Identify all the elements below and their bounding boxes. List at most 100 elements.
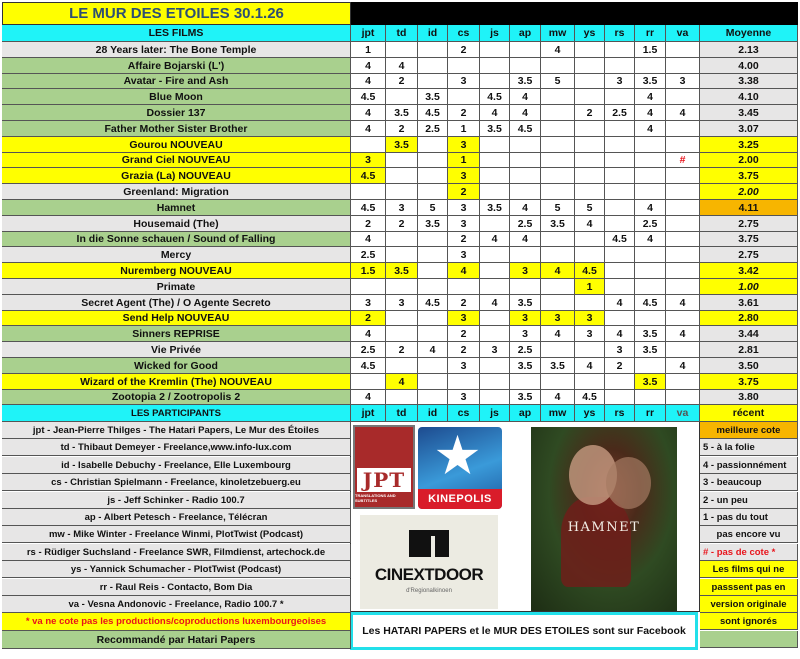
score-cell: 3.5 xyxy=(635,74,666,89)
average-cell: 4.00 xyxy=(700,58,798,74)
score-cell xyxy=(635,279,666,295)
score-cell: 1.5 xyxy=(351,263,386,279)
legend-item: sont ignorés xyxy=(700,613,798,630)
score-cell xyxy=(666,390,700,405)
average-cell: 3.45 xyxy=(700,105,798,121)
score-cell: 2 xyxy=(448,42,480,58)
participant-row: td - Thibaut Demeyer - Freelance,www.inf… xyxy=(2,439,351,456)
score-cell: 3 xyxy=(575,311,605,326)
score-cell: 2 xyxy=(448,184,480,200)
score-cell xyxy=(541,374,575,390)
score-cell xyxy=(666,232,700,247)
score-cell: 3.5 xyxy=(510,74,541,89)
score-cell: 4.5 xyxy=(418,295,448,311)
legend-item: 2 - un peu xyxy=(700,492,798,509)
legend-item xyxy=(700,631,798,648)
score-cell xyxy=(541,247,575,263)
score-cell xyxy=(605,279,635,295)
film-name: Affaire Bojarski (L') xyxy=(2,58,351,74)
score-cell: 3 xyxy=(448,247,480,263)
score-cell: 4 xyxy=(351,121,386,137)
average-cell: 3.80 xyxy=(700,390,798,405)
recent-header: récent xyxy=(700,405,798,422)
score-cell xyxy=(510,153,541,168)
participant-row: js - Jeff Schinker - Radio 100.7 xyxy=(2,492,351,509)
score-cell xyxy=(575,184,605,200)
score-cell: 4 xyxy=(351,390,386,405)
average-cell: 3.25 xyxy=(700,137,798,153)
score-cell xyxy=(480,74,510,89)
score-cell xyxy=(541,137,575,153)
score-cell: 4 xyxy=(351,232,386,247)
score-cell: 4 xyxy=(510,105,541,121)
average-cell: 3.75 xyxy=(700,168,798,184)
score-cell: 3.5 xyxy=(541,216,575,232)
critic-header-rs: rs xyxy=(605,405,635,422)
participant-row: mw - Mike Winter - Freelance Winmi, Plot… xyxy=(2,526,351,543)
score-cell xyxy=(605,263,635,279)
film-name: Dossier 137 xyxy=(2,105,351,121)
score-cell: 4 xyxy=(605,326,635,342)
score-cell xyxy=(541,105,575,121)
score-cell xyxy=(635,58,666,74)
average-cell: 3.42 xyxy=(700,263,798,279)
average-cell: 3.75 xyxy=(700,374,798,390)
score-cell: 4.5 xyxy=(351,200,386,216)
score-cell xyxy=(480,390,510,405)
score-cell xyxy=(418,358,448,374)
score-cell xyxy=(635,390,666,405)
score-cell: 2 xyxy=(448,342,480,358)
score-cell xyxy=(575,232,605,247)
legend-item: 3 - beaucoup xyxy=(700,474,798,491)
score-cell xyxy=(666,42,700,58)
score-cell: 3.5 xyxy=(635,374,666,390)
score-cell xyxy=(605,184,635,200)
score-cell xyxy=(635,358,666,374)
score-cell xyxy=(541,295,575,311)
film-name: Nuremberg NOUVEAU xyxy=(2,263,351,279)
score-cell xyxy=(510,279,541,295)
participants-header: LES PARTICIPANTS xyxy=(2,405,351,422)
score-cell: 4 xyxy=(541,390,575,405)
score-cell: 2 xyxy=(351,216,386,232)
score-cell: 3 xyxy=(448,168,480,184)
score-cell: 3.5 xyxy=(480,200,510,216)
score-cell: 2 xyxy=(448,232,480,247)
score-cell xyxy=(666,121,700,137)
critic-header-jpt: jpt xyxy=(351,25,386,42)
critic-header-ap: ap xyxy=(510,405,541,422)
score-cell: 4 xyxy=(351,58,386,74)
score-cell xyxy=(575,153,605,168)
score-cell xyxy=(666,58,700,74)
score-cell xyxy=(386,390,418,405)
critic-header-va: va xyxy=(666,405,700,422)
score-cell: 2.5 xyxy=(418,121,448,137)
score-cell xyxy=(351,137,386,153)
score-cell: 4.5 xyxy=(635,295,666,311)
score-cell xyxy=(575,74,605,89)
score-cell: 4 xyxy=(541,263,575,279)
score-cell: 4 xyxy=(635,121,666,137)
score-cell: 3 xyxy=(448,137,480,153)
score-cell: 4 xyxy=(541,326,575,342)
score-cell xyxy=(635,311,666,326)
score-cell xyxy=(386,232,418,247)
score-cell: 2 xyxy=(386,216,418,232)
score-cell xyxy=(418,168,448,184)
score-cell: 3.5 xyxy=(510,358,541,374)
score-cell xyxy=(666,263,700,279)
score-cell xyxy=(541,342,575,358)
score-cell xyxy=(418,184,448,200)
score-cell: 3 xyxy=(351,295,386,311)
film-name: Wizard of the Kremlin (The) NOUVEAU xyxy=(2,374,351,390)
score-cell xyxy=(480,247,510,263)
score-cell: 5 xyxy=(541,200,575,216)
score-cell: 3.5 xyxy=(510,390,541,405)
legend-item: passsent pas en xyxy=(700,579,798,596)
critic-header-td: td xyxy=(386,25,418,42)
score-cell xyxy=(605,390,635,405)
critic-header-rr: rr xyxy=(635,405,666,422)
score-cell xyxy=(575,137,605,153)
score-cell xyxy=(575,58,605,74)
score-cell xyxy=(541,58,575,74)
